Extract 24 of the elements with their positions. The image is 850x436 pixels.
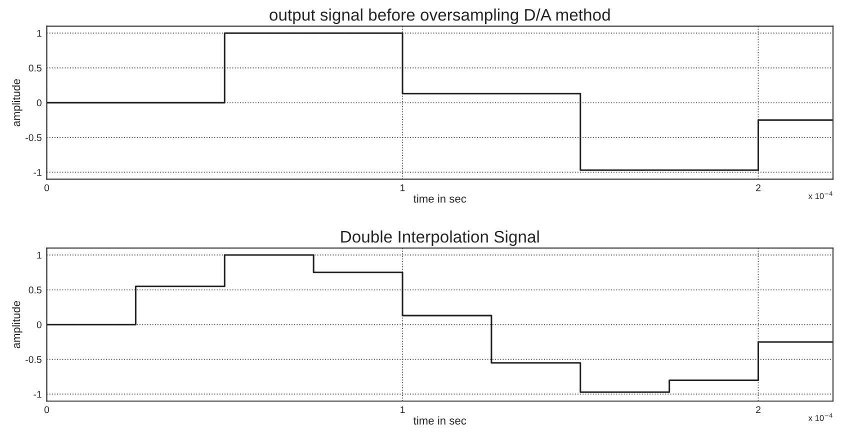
x-tick-label: 0 (44, 184, 50, 192)
x-tick-label: 2 (756, 184, 761, 192)
x-tick-label: 2 (756, 406, 761, 414)
y-tick-label: 1 (37, 30, 42, 37)
chart-title: output signal before oversampling D/A method (270, 8, 610, 24)
x-tick-label: 1 (400, 406, 405, 414)
x-axis-title: time in sec (413, 416, 466, 425)
y-axis-title: amplitude (12, 301, 22, 348)
x-tick-label: 1 (400, 184, 405, 192)
y-tick-label: 0 (36, 321, 42, 328)
y-tick-label: -0.5 (26, 356, 42, 363)
y-tick-label: 1 (37, 252, 42, 259)
y-tick-label: 0 (36, 99, 42, 106)
y-tick-label: -1 (34, 169, 42, 176)
chart-title: Double Interpolation Signal (341, 230, 539, 246)
y-tick-label: 0.5 (28, 64, 42, 72)
y-tick-label: 0.5 (28, 286, 42, 294)
y-tick-label: -1 (34, 391, 42, 398)
text: x 10$^{−4}$ (808, 192, 832, 200)
y-tick-label: -0.5 (26, 134, 42, 142)
x-tick-label: 0 (44, 406, 50, 414)
x-axis-title: time in sec (413, 194, 466, 203)
y-axis-title: amplitude (12, 79, 22, 126)
text: x 10$^{−4}$ (808, 413, 832, 421)
